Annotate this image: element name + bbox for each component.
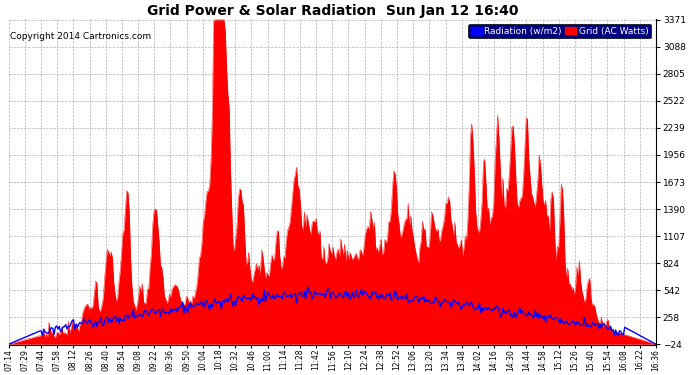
Title: Grid Power & Solar Radiation  Sun Jan 12 16:40: Grid Power & Solar Radiation Sun Jan 12 … bbox=[146, 4, 518, 18]
Legend: Radiation (w/m2), Grid (AC Watts): Radiation (w/m2), Grid (AC Watts) bbox=[468, 24, 651, 38]
Text: Copyright 2014 Cartronics.com: Copyright 2014 Cartronics.com bbox=[10, 32, 152, 41]
